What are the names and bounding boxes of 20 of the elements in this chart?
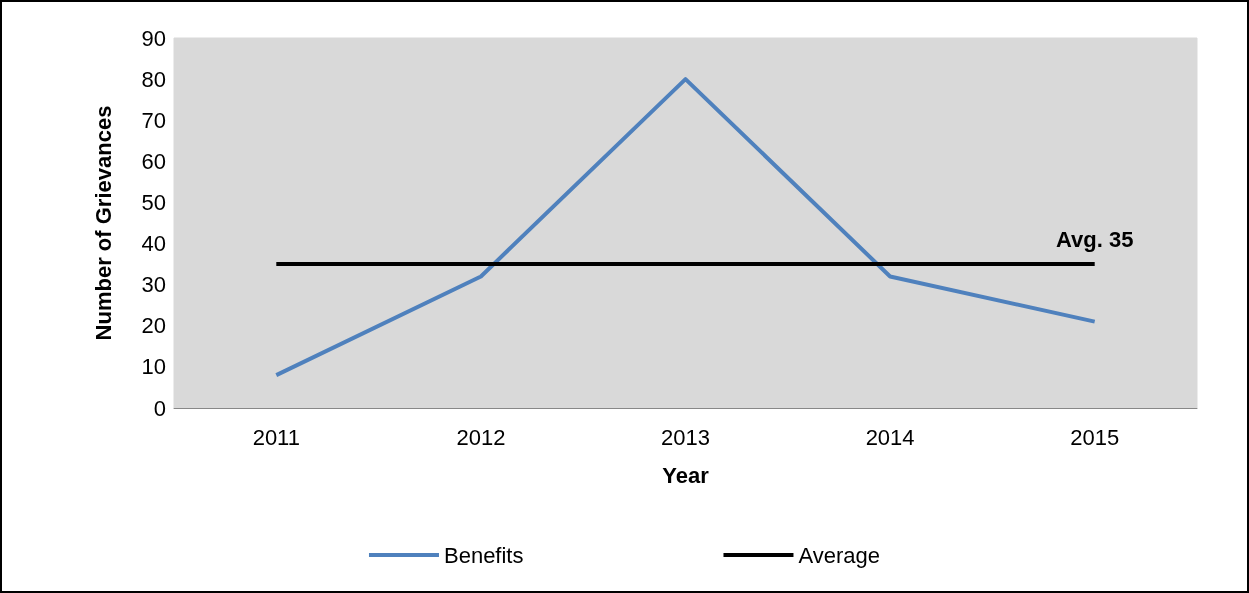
y-tick-label: 70 [141,107,166,133]
y-tick-label: 90 [141,25,166,51]
y-tick-label: 60 [141,148,166,174]
x-tick-label: 2015 [1070,424,1120,450]
y-tick-label: 10 [141,354,166,380]
y-tick-label: 0 [153,395,166,421]
legend-label: Average [798,542,881,568]
x-tick-label: 2014 [865,424,915,450]
x-tick-label: 2011 [252,424,300,450]
x-tick-label: 2012 [456,424,506,450]
y-tick-label: 20 [141,313,166,339]
annotation: Avg. 35 [1055,226,1134,252]
legend-label: Benefits [443,542,524,568]
y-tick-label: 80 [141,66,166,92]
x-tick-label: 2013 [661,424,710,450]
y-tick-label: 30 [141,272,166,298]
y-tick-label: 50 [141,189,166,215]
y-tick-label: 40 [141,231,166,257]
y-axis-title: Number of Grievances [90,105,116,341]
x-axis-title: Year [662,462,710,488]
